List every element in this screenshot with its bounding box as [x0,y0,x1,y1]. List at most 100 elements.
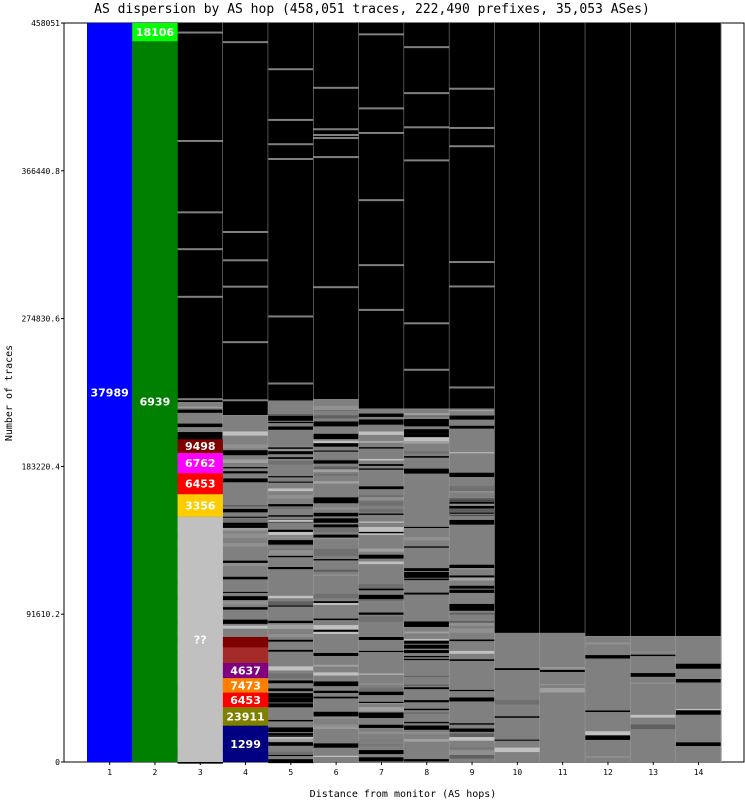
hop-5-stripe [268,460,314,465]
hop-5-stripe [268,601,314,607]
hop-5-stripe [268,421,314,424]
hop-5-upper-stripe [268,118,314,121]
hop-8-stripe [404,451,450,454]
hop-5-stripe [268,759,314,764]
hop-5-stripe [268,719,314,722]
hop-7-stripe [358,531,405,536]
hop-7-stripe [358,637,405,640]
hop-4-stripe [222,527,269,530]
hop-7-stripe [358,420,405,425]
hop-9-stripe [449,747,495,749]
hop-6-stripe [313,631,359,635]
hop-4-stripe [222,522,269,526]
hop-5-stripe [268,476,314,478]
hop-8-stripe [404,700,450,703]
hop-14-stripe [675,652,722,658]
hop-11-stripe [540,684,586,689]
hop-5-stripe [268,697,314,703]
hop-7-stripe [358,597,405,599]
hop-6-stripe [313,711,359,717]
hop-6-stripe [313,450,359,452]
hop-7-upper-stripe [358,308,405,311]
hop-7-stripe [358,447,405,449]
hop-8-stripe [404,732,450,734]
hop-6-stripe [313,569,359,572]
hop-9-stripe [449,410,495,412]
hop-5-stripe [268,495,314,499]
hop-3-stripe [177,435,223,441]
hop-5-stripe [268,515,314,517]
x-tick-label: 2 [153,768,158,777]
hop-10-stripe [494,739,540,741]
hop-10-other [494,632,540,762]
hop-9-stripe [449,606,495,611]
hop-6-stripe [313,664,359,667]
hop-6-stripe [313,559,359,561]
x-tick-label: 12 [603,768,613,777]
hop-3-upper-stripe [177,31,223,34]
hop-8-stripe [404,416,450,420]
hop-5-stripe [268,639,314,642]
x-tick-label: 3 [198,768,203,777]
hop-8-stripe [404,646,450,649]
hop-6-upper-stripe [313,86,359,89]
hop-9-stripe [449,472,495,477]
hop-9-stripe [449,646,495,650]
hop-7-stripe [358,458,405,461]
hop-7-upper-stripe [358,107,405,110]
hop-3-upper-stripe [177,295,223,298]
hop-13-stripe [630,654,676,657]
hop-5-stripe [268,519,314,522]
hop-9-stripe [449,487,495,492]
hop-9-stripe [449,659,495,661]
hop-5-stripe [268,505,314,510]
hop-8-stripe [404,679,450,682]
hop-4-stripe [222,561,269,566]
segment-label: 4637 [230,664,261,677]
hop-10-stripe [494,684,540,687]
hop-5-stripe [268,666,314,671]
hop-5-stripe [268,531,314,536]
hop-6-remainder [313,23,359,399]
hop-6-stripe [313,716,359,719]
y-axis-label: Number of traces [4,345,15,441]
hop-4-upper-stripe [222,399,269,402]
segment-hop-3-3356 [177,494,223,517]
hop-9-stripe [449,415,495,420]
hop-6-upper-stripe [313,128,359,131]
hop-4-upper-stripe [222,41,269,44]
hop-9-stripe [449,750,495,755]
segment-label: 6453 [230,694,261,707]
hop-4-stripe [222,478,269,481]
hop-4-stripe [222,525,269,529]
hop-6-stripe [313,690,359,694]
hop-8-stripe [404,429,450,434]
hop-6-upper-stripe [313,156,359,159]
hop-4-stripe [222,575,269,580]
hop-5-stripe [268,624,314,630]
hop-4-stripe [222,596,269,601]
hop-10-stripe [494,699,540,705]
hop-9-stripe [449,612,495,615]
hop-8-stripe [404,561,450,564]
hop-14-stripe [675,663,722,669]
segment-hop-4-6453 [222,692,269,708]
hop-9-stripe [449,650,495,654]
hop-7-stripe [358,750,405,755]
hop-5-stripe [268,754,314,757]
hop-7-stripe [358,419,405,422]
x-tick-label: 1 [107,768,112,777]
hop-4-stripe [222,546,269,552]
hop-3-stripe [177,432,223,437]
segment-hop-3-6453 [177,473,223,495]
x-axis-label: Distance from monitor (AS hops) [310,789,497,800]
hop-6-stripe [313,527,359,533]
hop-6-stripe [313,724,359,728]
hop-4-stripe [222,450,269,454]
hop-9-stripe [449,503,495,506]
y-tick-label: 458051 [31,19,60,28]
hop-8-other [404,408,450,762]
hop-9-stripe [449,737,495,741]
hop-7-stripe [358,468,405,470]
hop-9-stripe [449,728,495,732]
